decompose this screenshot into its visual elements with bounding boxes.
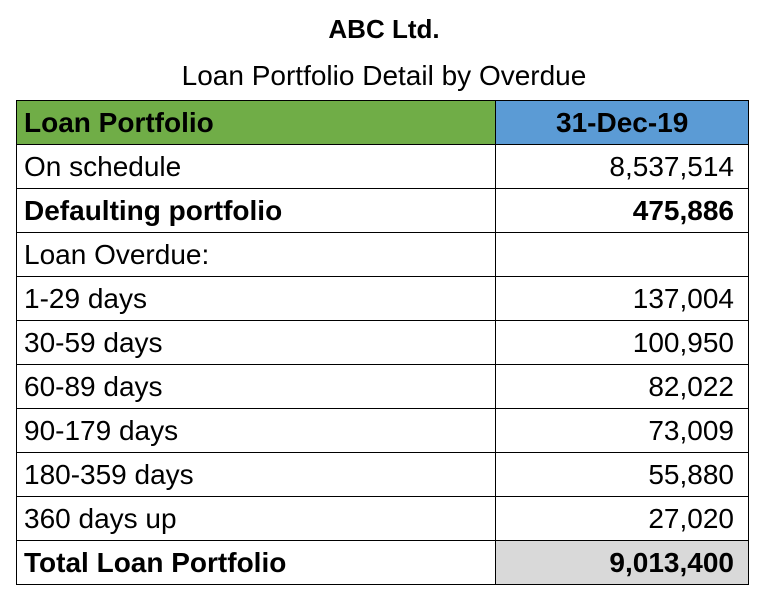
table-header-row: Loan Portfolio 31-Dec-19 — [15, 100, 749, 145]
table-row: 30-59 days 100,950 — [15, 320, 749, 365]
table-row: 60-89 days 82,022 — [15, 364, 749, 409]
row-label: 1-29 days — [15, 276, 497, 321]
row-label: 360 days up — [15, 496, 497, 541]
row-value: 73,009 — [495, 408, 749, 453]
row-value: 475,886 — [495, 188, 749, 233]
total-value: 9,013,400 — [495, 540, 749, 585]
row-value: 137,004 — [495, 276, 749, 321]
loan-portfolio-table: Loan Portfolio 31-Dec-19 On schedule 8,5… — [15, 100, 749, 585]
row-value: 100,950 — [495, 320, 749, 365]
header-label-cell: Loan Portfolio — [15, 100, 497, 145]
table-row: On schedule 8,537,514 — [15, 144, 749, 189]
row-value: 55,880 — [495, 452, 749, 497]
row-value: 82,022 — [495, 364, 749, 409]
header-date-cell: 31-Dec-19 — [495, 100, 749, 145]
row-label: 180-359 days — [15, 452, 497, 497]
table-body: Loan Portfolio 31-Dec-19 On schedule 8,5… — [15, 100, 749, 585]
row-value: 27,020 — [495, 496, 749, 541]
row-value — [495, 232, 749, 277]
row-label: Loan Overdue: — [15, 232, 497, 277]
report-title: Loan Portfolio Detail by Overdue — [181, 60, 587, 91]
row-label: 90-179 days — [15, 408, 497, 453]
row-label: Defaulting portfolio — [15, 188, 497, 233]
table-total-row: Total Loan Portfolio 9,013,400 — [15, 540, 749, 585]
table-row: 180-359 days 55,880 — [15, 452, 749, 497]
table-row: 1-29 days 137,004 — [15, 276, 749, 321]
table-row: Defaulting portfolio 475,886 — [15, 188, 749, 233]
row-label: 30-59 days — [15, 320, 497, 365]
row-label: On schedule — [15, 144, 497, 189]
table-row: 90-179 days 73,009 — [15, 408, 749, 453]
table-row: 360 days up 27,020 — [15, 496, 749, 541]
total-label: Total Loan Portfolio — [15, 540, 497, 585]
table-row: Loan Overdue: — [15, 232, 749, 277]
row-label: 60-89 days — [15, 364, 497, 409]
row-value: 8,537,514 — [495, 144, 749, 189]
company-name: ABC Ltd. — [328, 14, 440, 44]
